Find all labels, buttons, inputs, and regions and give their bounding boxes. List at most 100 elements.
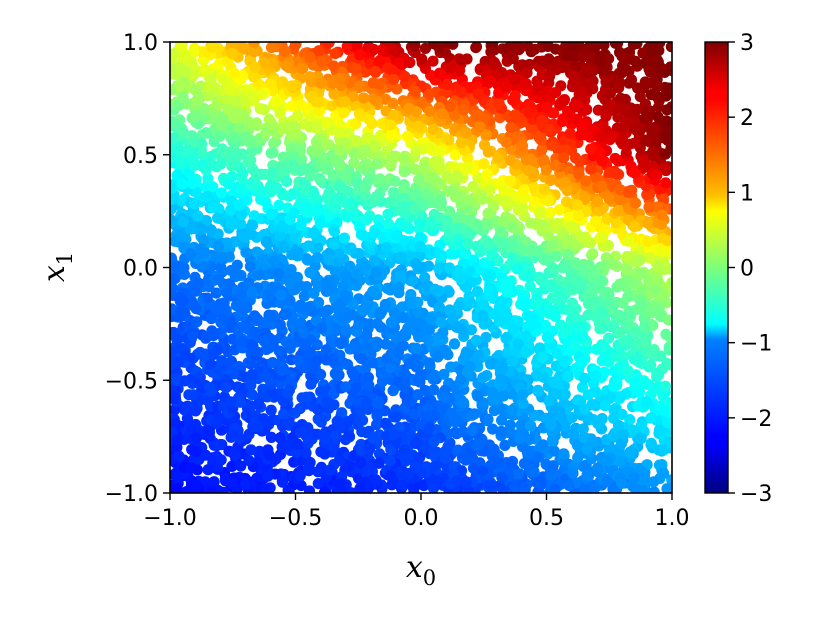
scatter-point [205, 358, 217, 370]
scatter-point [190, 479, 202, 491]
scatter-point [499, 310, 512, 322]
scatter-point [213, 212, 225, 224]
scatter-point [214, 302, 227, 314]
scatter-point [460, 476, 472, 488]
scatter-point [612, 419, 625, 431]
scatter-point [263, 113, 275, 126]
scatter-point [467, 181, 479, 193]
scatter-point [333, 248, 345, 260]
scatter-point [237, 168, 249, 180]
scatter-point [278, 408, 290, 420]
scatter-point [504, 419, 516, 431]
scatter-point [536, 143, 548, 155]
scatter-point [450, 222, 462, 235]
scatter-point [177, 92, 189, 104]
scatter-point [498, 185, 510, 197]
scatter-point [472, 88, 484, 100]
scatter-point [658, 246, 670, 258]
scatter-point [399, 70, 411, 83]
scatter-point [525, 217, 537, 229]
scatter-point [552, 285, 565, 297]
scatter-point [551, 347, 563, 359]
scatter-point [231, 259, 243, 271]
scatter-point [336, 407, 348, 419]
scatter-point [222, 178, 235, 190]
scatter-point [641, 235, 654, 248]
scatter-point [601, 455, 613, 467]
scatter-point [630, 124, 643, 136]
scatter-point [292, 109, 304, 122]
scatter-point [359, 144, 371, 156]
scatter-point [543, 395, 555, 407]
scatter-point [350, 382, 362, 394]
scatter-point [561, 235, 574, 247]
scatter-point [436, 108, 449, 120]
scatter-point [191, 432, 203, 444]
scatter-point [423, 334, 435, 346]
scatter-point [648, 486, 660, 493]
scatter-point [533, 80, 545, 92]
scatter-point [594, 276, 606, 288]
scatter-point [622, 365, 634, 377]
scatter-point [569, 339, 581, 351]
scatter-point [663, 344, 672, 356]
scatter-point [637, 47, 649, 59]
scatter-point [242, 156, 254, 168]
scatter-point [373, 457, 385, 469]
scatter-point [604, 443, 616, 456]
scatter-point [217, 313, 229, 325]
scatter-point [618, 104, 631, 116]
scatter-point [579, 103, 591, 115]
scatter-point [189, 84, 201, 96]
scatter-point [320, 426, 332, 438]
scatter-point [465, 297, 477, 309]
scatter-point [352, 419, 364, 431]
scatter-point [578, 432, 590, 444]
scatter-point [236, 208, 248, 221]
scatter-point [488, 443, 500, 455]
scatter-point [380, 242, 392, 254]
scatter-point [175, 157, 187, 169]
scatter-point [224, 321, 236, 334]
scatter-point [381, 353, 393, 365]
scatter-point [273, 199, 285, 211]
scatter-point [283, 416, 295, 428]
scatter-point [608, 73, 620, 85]
scatter-point [499, 439, 511, 451]
scatter-point [353, 248, 365, 260]
scatter-point [282, 440, 294, 452]
scatter-point [394, 466, 406, 478]
scatter-point [276, 220, 288, 233]
scatter-point [192, 210, 204, 222]
scatter-point [478, 158, 490, 170]
scatter-point [651, 270, 663, 282]
scatter-point [316, 322, 328, 334]
scatter-point [323, 42, 335, 49]
scatter-point [412, 389, 424, 401]
scatter-point [366, 357, 378, 369]
scatter-point [187, 329, 199, 342]
scatter-point [575, 321, 587, 333]
scatter-point [298, 327, 310, 339]
scatter-point [312, 413, 324, 425]
scatter-point [638, 375, 650, 387]
scatter-point [324, 464, 336, 476]
scatter-point [205, 224, 217, 236]
scatter-point [658, 467, 670, 479]
scatter-point [493, 480, 505, 492]
scatter-point [170, 346, 176, 359]
scatter-point [271, 96, 283, 108]
scatter-point [522, 42, 534, 52]
scatter-point [576, 356, 588, 368]
scatter-point [559, 388, 571, 401]
scatter-point [398, 193, 410, 205]
scatter-point [246, 369, 258, 381]
scatter-point [385, 196, 397, 208]
scatter-point [462, 485, 475, 493]
scatter-point [613, 362, 625, 374]
scatter-point [615, 437, 628, 450]
scatter-point [620, 147, 632, 159]
scatter-point [661, 483, 672, 493]
scatter-point [371, 419, 383, 431]
scatter-point [401, 130, 413, 143]
